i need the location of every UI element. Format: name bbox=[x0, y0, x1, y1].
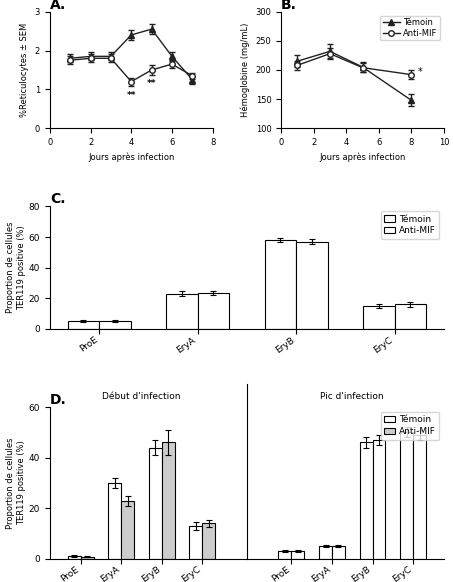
Text: Début d'infection: Début d'infection bbox=[102, 392, 181, 401]
Bar bbox=[279, 551, 291, 559]
Bar bbox=[198, 293, 229, 329]
Y-axis label: Proportion de cellules
TER119 positive (%): Proportion de cellules TER119 positive (… bbox=[6, 222, 26, 314]
Bar bbox=[121, 501, 134, 559]
Bar bbox=[265, 240, 296, 329]
Bar bbox=[149, 448, 162, 559]
Bar bbox=[68, 556, 81, 559]
Legend: Témoin, Anti-MIF: Témoin, Anti-MIF bbox=[381, 411, 439, 439]
X-axis label: Jours après infection: Jours après infection bbox=[88, 152, 174, 162]
Bar bbox=[363, 306, 395, 329]
Bar bbox=[162, 442, 175, 559]
Text: Pic d'infection: Pic d'infection bbox=[320, 392, 384, 401]
Text: **: ** bbox=[126, 91, 136, 100]
Bar bbox=[68, 321, 99, 329]
X-axis label: Jours après infection: Jours après infection bbox=[319, 152, 406, 162]
Y-axis label: Proportion de cellules
TER119 positive (%): Proportion de cellules TER119 positive (… bbox=[6, 437, 26, 528]
Bar bbox=[202, 523, 215, 559]
Bar bbox=[360, 442, 372, 559]
Bar bbox=[99, 321, 131, 329]
Y-axis label: Hémoglobine (mg/mL): Hémoglobine (mg/mL) bbox=[241, 23, 250, 117]
Bar bbox=[81, 557, 94, 559]
Text: D.: D. bbox=[50, 393, 67, 407]
Bar bbox=[372, 440, 386, 559]
Bar bbox=[413, 435, 426, 559]
Text: *: * bbox=[418, 68, 423, 77]
Text: **: ** bbox=[147, 79, 156, 87]
Bar bbox=[400, 432, 413, 559]
Bar bbox=[291, 551, 304, 559]
Bar bbox=[296, 242, 328, 329]
Legend: Témoin, Anti-MIF: Témoin, Anti-MIF bbox=[381, 16, 440, 41]
Text: B.: B. bbox=[281, 0, 297, 12]
Y-axis label: %Reticulocytes ± SEM: %Reticulocytes ± SEM bbox=[20, 23, 29, 117]
Bar bbox=[332, 546, 345, 559]
Bar bbox=[319, 546, 332, 559]
Text: C.: C. bbox=[50, 193, 65, 207]
Legend: Témoin, Anti-MIF: Témoin, Anti-MIF bbox=[381, 211, 439, 239]
Bar bbox=[395, 304, 426, 329]
Bar bbox=[108, 483, 121, 559]
Bar bbox=[189, 526, 202, 559]
Bar bbox=[166, 294, 198, 329]
Text: A.: A. bbox=[50, 0, 66, 12]
